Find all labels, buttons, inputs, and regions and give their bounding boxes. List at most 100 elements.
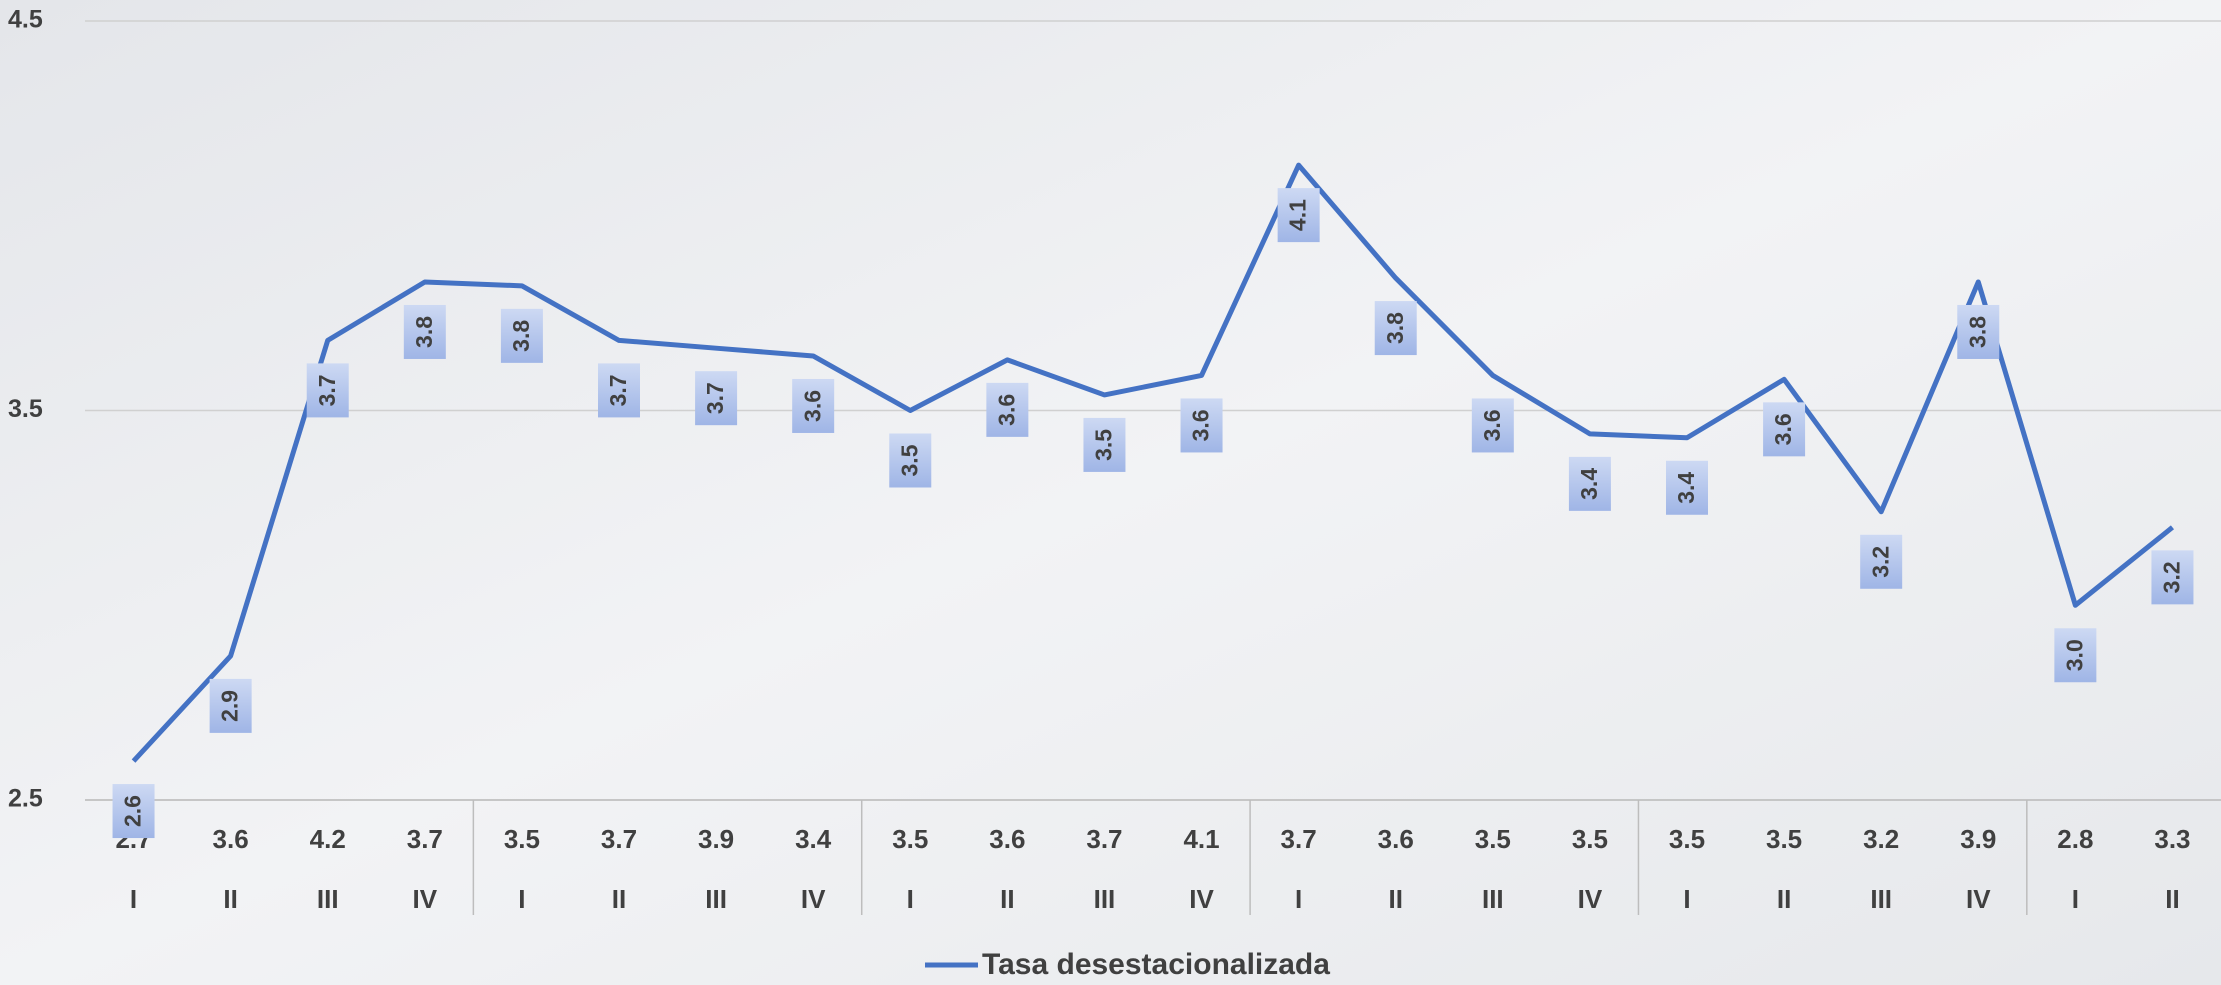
data-label: 3.2 (2159, 561, 2185, 593)
data-label: 3.4 (1576, 468, 1602, 500)
row-label: 3.3 (2154, 824, 2190, 854)
data-label: 3.2 (1867, 546, 1893, 578)
data-label: 3.7 (605, 374, 631, 406)
data-label-bg (306, 363, 349, 418)
data-label-box: 3.4 (1568, 456, 1611, 511)
row-label: 3.5 (1475, 824, 1511, 854)
data-label: 3.8 (508, 320, 534, 352)
data-label-bg (403, 304, 446, 359)
x-tick-label: II (612, 884, 626, 914)
x-tick-label: II (1000, 884, 1014, 914)
row-label: 3.5 (504, 824, 540, 854)
data-label-bg (1374, 301, 1417, 356)
data-label-box: 3.6 (1180, 398, 1223, 453)
x-tick-label: IV (801, 884, 826, 914)
data-label-box: 3.6 (1763, 402, 1806, 457)
row-label: 3.5 (1766, 824, 1802, 854)
row-label: 3.5 (892, 824, 928, 854)
row-label: 2.8 (2057, 824, 2093, 854)
data-label: 3.5 (896, 444, 922, 476)
data-label: 3.6 (1479, 409, 1505, 441)
y-tick-label: 2.5 (8, 785, 43, 813)
data-label-box: 3.8 (403, 304, 446, 359)
x-tick-label: III (1482, 884, 1504, 914)
legend-label: Tasa desestacionalizada (982, 948, 1330, 981)
x-tick-label: II (2165, 884, 2179, 914)
x-tick-label: I (1683, 884, 1690, 914)
data-label: 3.4 (1673, 472, 1699, 504)
row-label: 3.7 (1281, 824, 1317, 854)
data-label-box: 3.0 (2054, 628, 2097, 683)
x-tick-label: II (223, 884, 237, 914)
data-label-bg (598, 363, 640, 418)
x-tick-label: IV (1578, 884, 1603, 914)
data-label-box: 3.7 (695, 371, 738, 426)
data-label-bg (500, 308, 543, 363)
x-tick-label: III (705, 884, 727, 914)
x-tick-label: III (317, 884, 339, 914)
data-label-bg (1180, 398, 1223, 453)
row-label: 3.4 (795, 824, 832, 854)
data-label-box: 4.1 (1277, 188, 1320, 243)
data-label: 3.6 (1770, 413, 1796, 445)
data-label: 3.0 (2061, 639, 2087, 671)
x-tick-label: III (1094, 884, 1116, 914)
data-label-bg (1763, 402, 1806, 457)
row-label: 4.2 (310, 824, 346, 854)
data-label-box: 3.5 (1083, 417, 1126, 472)
data-label-bg (986, 382, 1029, 437)
row-label: 3.9 (1960, 824, 1996, 854)
row-label: 3.6 (1378, 824, 1414, 854)
data-label-box: 3.2 (2151, 550, 2194, 605)
data-label: 3.6 (1188, 409, 1214, 441)
row-label: 3.9 (698, 824, 734, 854)
data-label-box: 3.7 (598, 363, 640, 418)
data-label: 3.6 (799, 390, 825, 422)
data-label-bg (2054, 628, 2097, 683)
x-tick-label: I (1295, 884, 1302, 914)
data-label-bg (1083, 417, 1126, 472)
row-label: 3.5 (1572, 824, 1608, 854)
data-label: 3.7 (314, 374, 340, 406)
x-tick-label: III (1870, 884, 1892, 914)
row-label: 3.7 (601, 824, 637, 854)
data-label-box: 3.6 (986, 382, 1029, 437)
x-tick-label: I (518, 884, 525, 914)
x-tick-label: I (2072, 884, 2079, 914)
data-label-box: 3.6 (1471, 398, 1514, 453)
data-label-bg (112, 784, 155, 839)
x-tick-label: IV (1966, 884, 1991, 914)
data-label-box: 3.8 (500, 308, 543, 363)
data-label-box: 3.8 (1957, 304, 2000, 359)
data-label-bg (1471, 398, 1514, 453)
data-label-bg (1957, 304, 2000, 359)
data-label-box: 3.7 (306, 363, 349, 418)
data-label: 2.6 (120, 795, 146, 827)
data-label-box: 3.2 (1860, 534, 1903, 589)
data-label-bg (1860, 534, 1903, 589)
x-tick-label: I (907, 884, 914, 914)
row-label: 3.5 (1669, 824, 1705, 854)
row-label: 3.6 (213, 824, 249, 854)
data-label-bg (792, 378, 835, 433)
data-label: 3.5 (1091, 429, 1117, 461)
data-label-bg (695, 371, 738, 426)
x-tick-label: IV (413, 884, 438, 914)
data-label-box: 3.8 (1374, 301, 1417, 356)
data-label: 3.8 (1964, 316, 1990, 348)
row-label: 4.1 (1183, 824, 1219, 854)
data-label-bg (889, 433, 932, 488)
data-label: 3.8 (411, 316, 437, 348)
row-label: 3.6 (989, 824, 1025, 854)
x-tick-label: II (1777, 884, 1791, 914)
y-tick-label: 4.5 (8, 6, 43, 34)
data-label-bg (1568, 456, 1611, 511)
row-label: 3.7 (407, 824, 443, 854)
data-label-bg (2151, 550, 2194, 605)
x-tick-label: II (1389, 884, 1403, 914)
data-label: 4.1 (1285, 199, 1311, 231)
data-label: 2.9 (217, 690, 243, 722)
data-label-box: 3.6 (792, 378, 835, 433)
